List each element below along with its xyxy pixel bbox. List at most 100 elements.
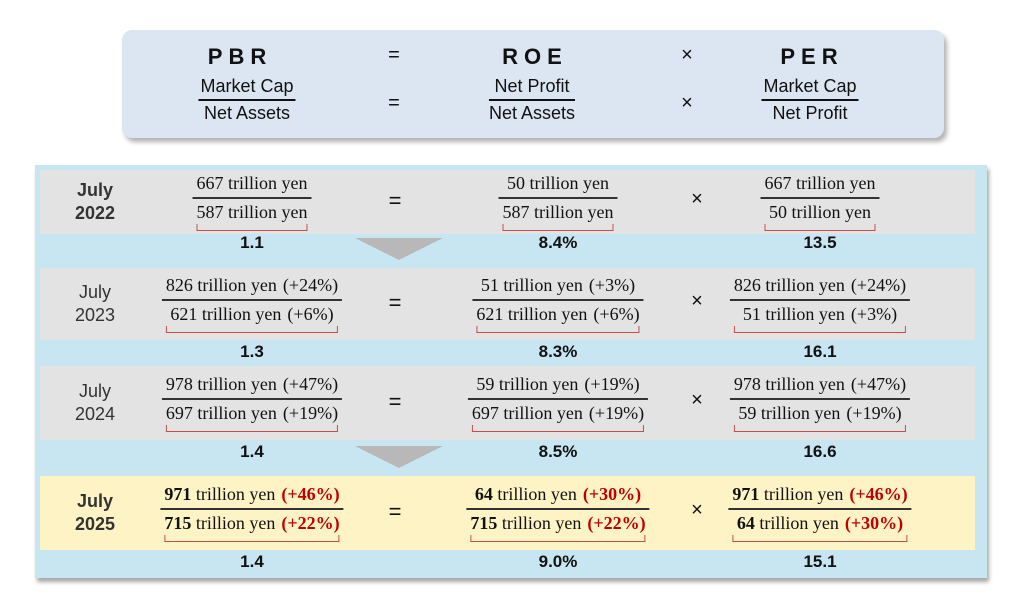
- denominator: 64 trillion yen (+30%): [728, 510, 911, 542]
- den-value: 715: [470, 513, 498, 533]
- row-2023: July 2023 = × 826 trillion yen (+24%) 621 tril…: [40, 268, 975, 340]
- den-change: (+19%): [846, 403, 902, 423]
- denominator: 51 trillion yen (+3%): [730, 301, 910, 333]
- den-change: (+3%): [850, 304, 898, 324]
- den-change: (+19%): [588, 403, 645, 423]
- bracket-underline: [476, 326, 640, 333]
- bracket-underline: [165, 425, 339, 432]
- numerator: 667 trillion yen: [192, 173, 312, 199]
- den-unit: trillion yen: [756, 403, 841, 423]
- den-value: 697: [471, 403, 499, 423]
- num-change: (+24%): [282, 275, 339, 295]
- den-value: 51: [742, 304, 761, 324]
- den-change: (+30%): [844, 513, 904, 533]
- per-fraction: 667 trillion yen 50 trillion yen: [760, 173, 880, 231]
- pbr-result: 1.4: [240, 552, 264, 571]
- num-value: 64: [474, 484, 493, 504]
- num-change: (+47%): [850, 374, 907, 394]
- den-change: (+22%): [587, 513, 646, 533]
- num-unit: trillion yen: [492, 484, 577, 504]
- times-sign: ×: [691, 188, 703, 210]
- pbr-fraction: 978 trillion yen (+47%) 697 trillion yen (+…: [161, 374, 343, 432]
- per-fraction: 978 trillion yen (+47%) 59 trillion yen (+1…: [729, 374, 911, 432]
- down-arrow-icon: [355, 446, 443, 468]
- per-result: 16.1: [803, 342, 837, 361]
- den-unit: trillion yen: [191, 513, 276, 533]
- per-definition: Market Cap Net Profit: [761, 76, 859, 124]
- bracket-underline: [732, 535, 908, 542]
- num-change: (+47%): [282, 374, 339, 394]
- bracket-underline: [196, 224, 308, 231]
- bracket-underline: [471, 425, 645, 432]
- pbr-result: 1.1: [240, 233, 264, 252]
- equals-sign: =: [388, 44, 400, 66]
- den-value: 64: [736, 513, 755, 533]
- denominator: 715 trillion yen (+22%): [466, 510, 649, 542]
- den-value: 621: [170, 304, 198, 324]
- num-value: 971: [164, 484, 192, 504]
- den-unit: trillion yen: [223, 202, 308, 222]
- numerator: 826 trillion yen (+24%): [729, 275, 911, 301]
- pbr-numerator: Market Cap: [198, 76, 296, 101]
- den-value: 587: [502, 202, 530, 222]
- pbr-result: 1.4: [240, 442, 264, 461]
- den-unit: trillion yen: [787, 202, 872, 222]
- roe-numerator: Net Profit: [488, 76, 576, 101]
- times-sign: ×: [691, 499, 703, 521]
- per-result: 16.6: [803, 442, 837, 461]
- num-unit: trillion yen: [191, 484, 276, 504]
- den-unit: trillion yen: [529, 202, 614, 222]
- bracket-underline: [164, 535, 340, 542]
- den-change: (+6%): [593, 304, 640, 324]
- denominator: 59 trillion yen (+19%): [730, 400, 910, 432]
- denominator: 50 trillion yen: [761, 199, 880, 231]
- per-result: 15.1: [803, 552, 837, 571]
- pbr-result: 1.3: [240, 342, 264, 361]
- roe-heading: ROE: [502, 44, 568, 69]
- den-value: 697: [165, 403, 193, 423]
- row-2025: July 2025 = × 971 trillion yen (+46%) 715 tril…: [40, 476, 975, 550]
- pbr-fraction: 971 trillion yen (+46%) 715 trillion yen (+…: [160, 484, 344, 542]
- row-2024: July 2024 = × 978 trillion yen (+47%) 697 tril…: [40, 366, 975, 440]
- num-change: (+19%): [584, 374, 640, 394]
- num-unit: trillion yen: [525, 173, 610, 193]
- numerator: 667 trillion yen: [760, 173, 880, 199]
- denominator: 697 trillion yen (+19%): [468, 400, 648, 432]
- den-change: (+19%): [282, 403, 339, 423]
- times-sign: ×: [681, 44, 693, 66]
- numerator: 826 trillion yen (+24%): [161, 275, 343, 301]
- pbr-fraction: 826 trillion yen (+24%) 621 trillion yen (+…: [161, 275, 343, 333]
- roe-fraction: 50 trillion yen 587 trillion yen: [498, 173, 618, 231]
- equals-sign: =: [388, 188, 402, 213]
- num-unit: trillion yen: [192, 374, 277, 394]
- yearly-comparison-panel: July 2022 = × 667 trillion yen 587 trillion y…: [35, 165, 987, 578]
- den-unit: trillion yen: [760, 304, 845, 324]
- denominator: 587 trillion yen: [499, 199, 618, 231]
- num-change: (+30%): [582, 484, 642, 504]
- month: July: [76, 491, 114, 511]
- numerator: 51 trillion yen (+3%): [472, 275, 644, 301]
- den-unit: trillion yen: [497, 513, 582, 533]
- num-change: (+24%): [850, 275, 907, 295]
- roe-result: 8.3%: [538, 342, 578, 361]
- numerator: 978 trillion yen (+47%): [161, 374, 343, 400]
- roe-result: 8.4%: [538, 233, 578, 252]
- year-label: July 2023: [60, 281, 130, 327]
- num-unit: trillion yen: [192, 275, 277, 295]
- bracket-underline: [502, 224, 614, 231]
- den-change: (+6%): [287, 304, 334, 324]
- num-value: 667: [196, 173, 224, 193]
- num-unit: trillion yen: [791, 173, 876, 193]
- per-heading: PER: [780, 44, 844, 69]
- month: July: [78, 282, 111, 302]
- times-sign: ×: [681, 92, 693, 114]
- den-unit: trillion yen: [192, 403, 277, 423]
- year-label: July 2024: [60, 380, 130, 426]
- per-fraction: 826 trillion yen (+24%) 51 trillion yen (+3…: [729, 275, 911, 333]
- num-unit: trillion yen: [760, 275, 845, 295]
- month: July: [78, 381, 111, 401]
- year: 2023: [74, 305, 116, 325]
- year-label: July 2022: [60, 179, 130, 225]
- per-numerator: Market Cap: [761, 76, 859, 101]
- den-unit: trillion yen: [503, 304, 588, 324]
